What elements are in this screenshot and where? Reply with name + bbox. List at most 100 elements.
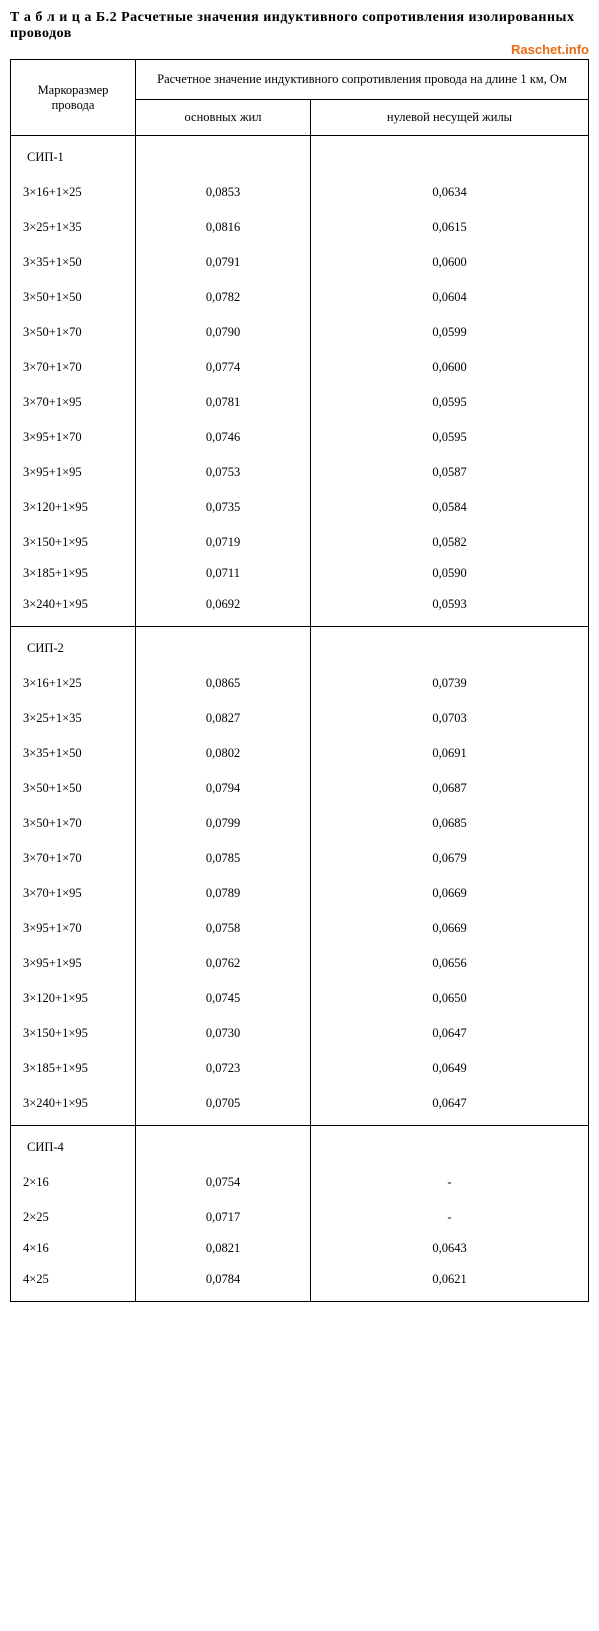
cell-size: 2×25 xyxy=(11,1200,136,1235)
cell-size: 3×150+1×95 xyxy=(11,525,136,560)
table-title: Т а б л и ц а Б.2 Расчетные значения инд… xyxy=(10,10,589,42)
inductive-resistance-table: Маркоразмер провода Расчетное значение и… xyxy=(10,59,589,1302)
cell-size: 3×185+1×95 xyxy=(11,560,136,587)
cell-size: 3×25+1×35 xyxy=(11,210,136,245)
cell-main: 0,0719 xyxy=(136,525,311,560)
cell-null: 0,0650 xyxy=(311,981,589,1016)
cell-null: 0,0600 xyxy=(311,245,589,280)
cell-null: 0,0621 xyxy=(311,1262,589,1302)
cell-null: 0,0600 xyxy=(311,350,589,385)
cell-size: 3×185+1×95 xyxy=(11,1051,136,1086)
cell-main: 0,0784 xyxy=(136,1262,311,1302)
cell-main: 0,0782 xyxy=(136,280,311,315)
section-empty xyxy=(311,136,589,176)
cell-null: 0,0687 xyxy=(311,771,589,806)
cell-main: 0,0717 xyxy=(136,1200,311,1235)
section-empty xyxy=(311,1126,589,1166)
cell-null: - xyxy=(311,1200,589,1235)
cell-null: 0,0584 xyxy=(311,490,589,525)
cell-main: 0,0774 xyxy=(136,350,311,385)
cell-main: 0,0790 xyxy=(136,315,311,350)
cell-null: 0,0647 xyxy=(311,1086,589,1126)
cell-size: 3×50+1×70 xyxy=(11,315,136,350)
cell-main: 0,0816 xyxy=(136,210,311,245)
cell-main: 0,0794 xyxy=(136,771,311,806)
cell-size: 3×95+1×70 xyxy=(11,420,136,455)
cell-null: 0,0685 xyxy=(311,806,589,841)
cell-size: 3×16+1×25 xyxy=(11,175,136,210)
cell-null: 0,0691 xyxy=(311,736,589,771)
cell-null: 0,0649 xyxy=(311,1051,589,1086)
cell-size: 3×70+1×95 xyxy=(11,876,136,911)
cell-main: 0,0705 xyxy=(136,1086,311,1126)
cell-main: 0,0821 xyxy=(136,1235,311,1262)
header-size: Маркоразмер провода xyxy=(11,60,136,136)
cell-main: 0,0785 xyxy=(136,841,311,876)
cell-main: 0,0799 xyxy=(136,806,311,841)
cell-size: 3×50+1×70 xyxy=(11,806,136,841)
cell-null: 0,0595 xyxy=(311,385,589,420)
table-body: СИП-13×16+1×250,08530,06343×25+1×350,081… xyxy=(11,136,589,1302)
cell-main: 0,0754 xyxy=(136,1165,311,1200)
section-name: СИП-2 xyxy=(11,627,136,667)
cell-size: 4×16 xyxy=(11,1235,136,1262)
cell-main: 0,0853 xyxy=(136,175,311,210)
cell-null: 0,0669 xyxy=(311,876,589,911)
cell-null: 0,0582 xyxy=(311,525,589,560)
cell-size: 3×95+1×95 xyxy=(11,946,136,981)
cell-null: 0,0593 xyxy=(311,587,589,627)
cell-null: 0,0739 xyxy=(311,666,589,701)
cell-main: 0,0723 xyxy=(136,1051,311,1086)
header-null: нулевой несущей жилы xyxy=(311,100,589,136)
cell-null: 0,0615 xyxy=(311,210,589,245)
cell-null: 0,0590 xyxy=(311,560,589,587)
title-prefix: Т а б л и ц а xyxy=(10,10,92,25)
cell-size: 3×95+1×95 xyxy=(11,455,136,490)
cell-main: 0,0827 xyxy=(136,701,311,736)
cell-null: 0,0703 xyxy=(311,701,589,736)
cell-null: 0,0679 xyxy=(311,841,589,876)
section-empty xyxy=(136,1126,311,1166)
cell-size: 3×240+1×95 xyxy=(11,587,136,627)
cell-size: 3×50+1×50 xyxy=(11,280,136,315)
cell-size: 3×25+1×35 xyxy=(11,701,136,736)
cell-null: 0,0587 xyxy=(311,455,589,490)
cell-main: 0,0802 xyxy=(136,736,311,771)
section-empty xyxy=(136,627,311,667)
cell-null: 0,0643 xyxy=(311,1235,589,1262)
header-top: Расчетное значение индуктивного сопротив… xyxy=(136,60,589,100)
cell-main: 0,0753 xyxy=(136,455,311,490)
cell-main: 0,0865 xyxy=(136,666,311,701)
cell-size: 3×70+1×70 xyxy=(11,350,136,385)
cell-null: 0,0595 xyxy=(311,420,589,455)
section-empty xyxy=(311,627,589,667)
section-empty xyxy=(136,136,311,176)
section-name: СИП-4 xyxy=(11,1126,136,1166)
cell-main: 0,0730 xyxy=(136,1016,311,1051)
cell-size: 3×240+1×95 xyxy=(11,1086,136,1126)
header-main: основных жил xyxy=(136,100,311,136)
cell-size: 3×16+1×25 xyxy=(11,666,136,701)
cell-main: 0,0791 xyxy=(136,245,311,280)
cell-main: 0,0745 xyxy=(136,981,311,1016)
cell-size: 3×50+1×50 xyxy=(11,771,136,806)
cell-main: 0,0746 xyxy=(136,420,311,455)
cell-size: 3×35+1×50 xyxy=(11,736,136,771)
section-name: СИП-1 xyxy=(11,136,136,176)
cell-null: 0,0634 xyxy=(311,175,589,210)
cell-size: 4×25 xyxy=(11,1262,136,1302)
title-rest: Б.2 Расчетные значения индуктивного сопр… xyxy=(10,10,574,41)
cell-size: 2×16 xyxy=(11,1165,136,1200)
cell-null: 0,0656 xyxy=(311,946,589,981)
cell-main: 0,0762 xyxy=(136,946,311,981)
cell-main: 0,0735 xyxy=(136,490,311,525)
cell-size: 3×35+1×50 xyxy=(11,245,136,280)
cell-null: 0,0669 xyxy=(311,911,589,946)
cell-null: 0,0599 xyxy=(311,315,589,350)
cell-size: 3×70+1×70 xyxy=(11,841,136,876)
cell-size: 3×120+1×95 xyxy=(11,981,136,1016)
cell-null: - xyxy=(311,1165,589,1200)
cell-main: 0,0789 xyxy=(136,876,311,911)
cell-main: 0,0758 xyxy=(136,911,311,946)
cell-null: 0,0647 xyxy=(311,1016,589,1051)
